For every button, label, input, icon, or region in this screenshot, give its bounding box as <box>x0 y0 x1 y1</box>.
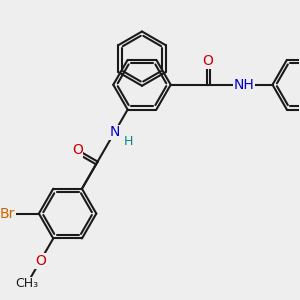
Text: CH₃: CH₃ <box>16 277 39 290</box>
Text: O: O <box>72 143 83 157</box>
Text: Br: Br <box>0 207 15 220</box>
Text: H: H <box>124 135 134 148</box>
Text: N: N <box>110 125 120 139</box>
Text: O: O <box>35 254 46 268</box>
Text: NH: NH <box>233 78 254 92</box>
Text: O: O <box>202 54 213 68</box>
